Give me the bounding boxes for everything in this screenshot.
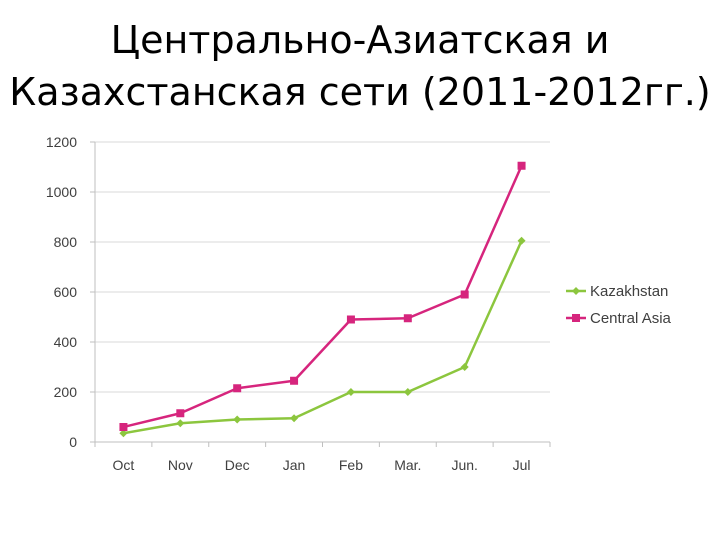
- tick-labels: 0 200 400 600 800 1000 1200 Oct Nov Dec Jan Feb Mar.…: [46, 134, 531, 473]
- data-point-kazakhstan: [290, 414, 299, 423]
- x-tick-label: Dec: [225, 457, 250, 473]
- series-line-kazakhstan: [123, 240, 523, 435]
- slide-title: Центрально-Азиатская и Казахстанская сет…: [0, 14, 720, 118]
- data-point-central-asia: [176, 409, 185, 418]
- series-lines: [119, 161, 526, 438]
- title-line-2: Казахстанская сети (2011-2012гг.): [9, 70, 711, 114]
- title-line-1: Центрально-Азиатская и: [110, 18, 610, 62]
- gridlines: [95, 141, 550, 393]
- data-point-kazakhstan: [346, 388, 355, 396]
- y-tick-label: 1000: [46, 184, 77, 200]
- y-tick-label: 1200: [46, 134, 77, 150]
- x-tick-label: Mar.: [394, 457, 421, 473]
- data-point-kazakhstan: [403, 388, 412, 396]
- y-tick-label: 200: [54, 384, 78, 400]
- x-tick-label: Jul: [513, 457, 531, 473]
- legend: Kazakhstan Central Asia: [566, 283, 672, 327]
- legend-label-kazakhstan: Kazakhstan: [590, 283, 668, 300]
- legend-marker-kazakhstan: [572, 287, 580, 295]
- x-tick-label: Jun.: [451, 457, 477, 473]
- x-tick-label: Oct: [113, 457, 135, 473]
- data-point-central-asia: [460, 290, 469, 299]
- data-point-central-asia: [346, 315, 355, 324]
- data-point-kazakhstan: [517, 236, 526, 245]
- legend-marker-central-asia: [572, 314, 580, 322]
- legend-label-central-asia: Central Asia: [590, 310, 672, 327]
- series-line-central-asia: [123, 165, 523, 429]
- data-point-central-asia: [290, 376, 299, 385]
- data-point-kazakhstan: [176, 419, 185, 428]
- y-tick-label: 800: [54, 234, 78, 250]
- x-tick-label: Jan: [283, 457, 306, 473]
- y-tick-label: 400: [54, 334, 78, 350]
- y-tick-label: 600: [54, 284, 78, 300]
- y-tick-label: 0: [69, 434, 77, 450]
- data-point-central-asia: [403, 314, 412, 323]
- data-point-central-asia: [119, 423, 128, 431]
- axes: [90, 141, 551, 447]
- data-point-central-asia: [517, 161, 526, 170]
- data-point-kazakhstan: [460, 363, 469, 371]
- x-tick-label: Feb: [339, 457, 363, 473]
- data-point-kazakhstan: [119, 429, 128, 438]
- data-point-kazakhstan: [233, 415, 242, 424]
- x-tick-label: Nov: [168, 457, 193, 473]
- data-point-central-asia: [233, 384, 242, 393]
